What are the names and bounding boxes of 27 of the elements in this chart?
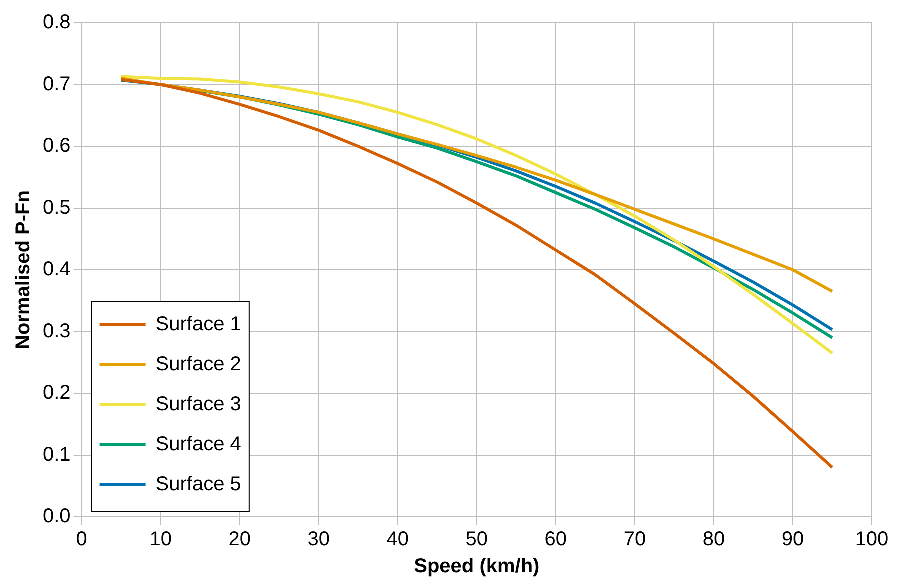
y-tick-label: 0.2 (42, 382, 71, 404)
legend-label: Surface 1 (156, 314, 242, 336)
y-axis-title: Normalised P-Fn (12, 190, 35, 350)
y-tick-label: 0.3 (42, 320, 71, 342)
x-tick-label: 20 (228, 528, 251, 551)
x-tick-label: 0 (76, 528, 88, 551)
x-tick-label: 100 (855, 528, 889, 551)
x-tick-label: 60 (544, 528, 568, 551)
y-tick-label: 0.8 (42, 12, 71, 34)
y-tick-label: 0.6 (42, 135, 71, 158)
y-tick-label: 0.7 (42, 73, 71, 96)
x-axis-title: Speed (km/h) (414, 556, 540, 578)
y-tick-label: 0.4 (42, 258, 71, 281)
x-tick-label: 70 (624, 528, 646, 551)
x-tick-label: 30 (308, 528, 330, 551)
y-tick-label: 0.0 (42, 506, 71, 528)
legend-label: Surface 5 (156, 474, 242, 496)
x-tick-label: 80 (702, 528, 726, 551)
x-tick-label: 40 (386, 528, 410, 551)
x-tick-label: 10 (150, 528, 172, 551)
x-tick-label: 50 (466, 528, 488, 551)
y-tick-label: 0.5 (42, 196, 71, 219)
y-tick-label: 0.1 (42, 444, 71, 466)
x-tick-label: 90 (782, 528, 804, 551)
legend-label: Surface 3 (156, 394, 242, 416)
legend-label: Surface 2 (156, 354, 242, 376)
legend-label: Surface 4 (156, 434, 242, 456)
